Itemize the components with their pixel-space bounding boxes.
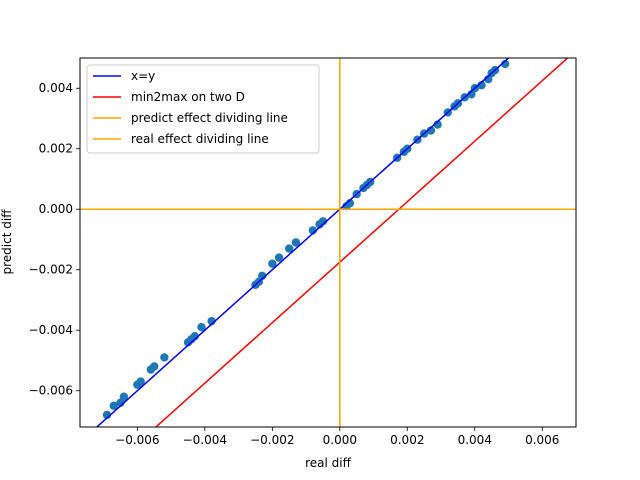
y-tick-label-1: −0.004 — [29, 323, 73, 337]
x-tick-label-0: −0.006 — [115, 433, 159, 447]
y-tick-label-0: −0.006 — [29, 384, 73, 398]
x-tick-label-4: 0.002 — [390, 433, 424, 447]
scatter-point-1 — [109, 401, 118, 411]
x-tick-label-5: 0.004 — [458, 433, 492, 447]
scatter-point-12 — [197, 322, 206, 332]
legend-box — [86, 64, 320, 154]
x-tick-label-6: 0.006 — [525, 433, 559, 447]
y-tick-label-4: 0.002 — [39, 142, 73, 156]
y-axis-ticks: −0.006 −0.004 −0.002 0.000 0.002 0.004 — [29, 81, 80, 398]
legend: x=y min2max on two D predict effect divi… — [86, 64, 320, 154]
plot-frame — [79, 57, 577, 428]
scatter-point-20 — [291, 238, 301, 247]
legend-label-predict-dividing: predict effect dividing line — [131, 111, 288, 125]
scatter-point-5 — [136, 377, 145, 386]
scatter-point-19 — [285, 244, 294, 253]
reference-lines — [80, 58, 576, 427]
y-axis-label: predict diff — [0, 209, 14, 275]
legend-label-x-equals-y: x=y — [131, 69, 155, 83]
line-0 — [95, 58, 510, 427]
legend-label-min2max: min2max on two D — [131, 90, 245, 104]
legend-label-real-dividing: real effect dividing line — [131, 132, 269, 146]
x-tick-label-2: −0.002 — [250, 433, 294, 447]
scatter-point-3 — [119, 392, 129, 401]
x-tick-label-3: 0.000 — [323, 433, 357, 447]
x-tick-label-1: −0.004 — [183, 433, 227, 447]
x-axis-label: real diff — [305, 456, 352, 470]
scatter-point-18 — [274, 253, 284, 262]
scatter-point-8 — [160, 353, 169, 362]
scatter-point-17 — [268, 259, 277, 268]
y-tick-label-5: 0.004 — [39, 81, 73, 95]
y-tick-label-2: −0.002 — [29, 263, 73, 277]
x-axis-ticks: −0.006 −0.004 −0.002 0.000 0.002 0.004 0.006 — [115, 427, 559, 447]
y-tick-label-3: 0.000 — [39, 202, 73, 216]
line-1 — [154, 58, 569, 427]
scatter-point-7 — [150, 362, 159, 371]
